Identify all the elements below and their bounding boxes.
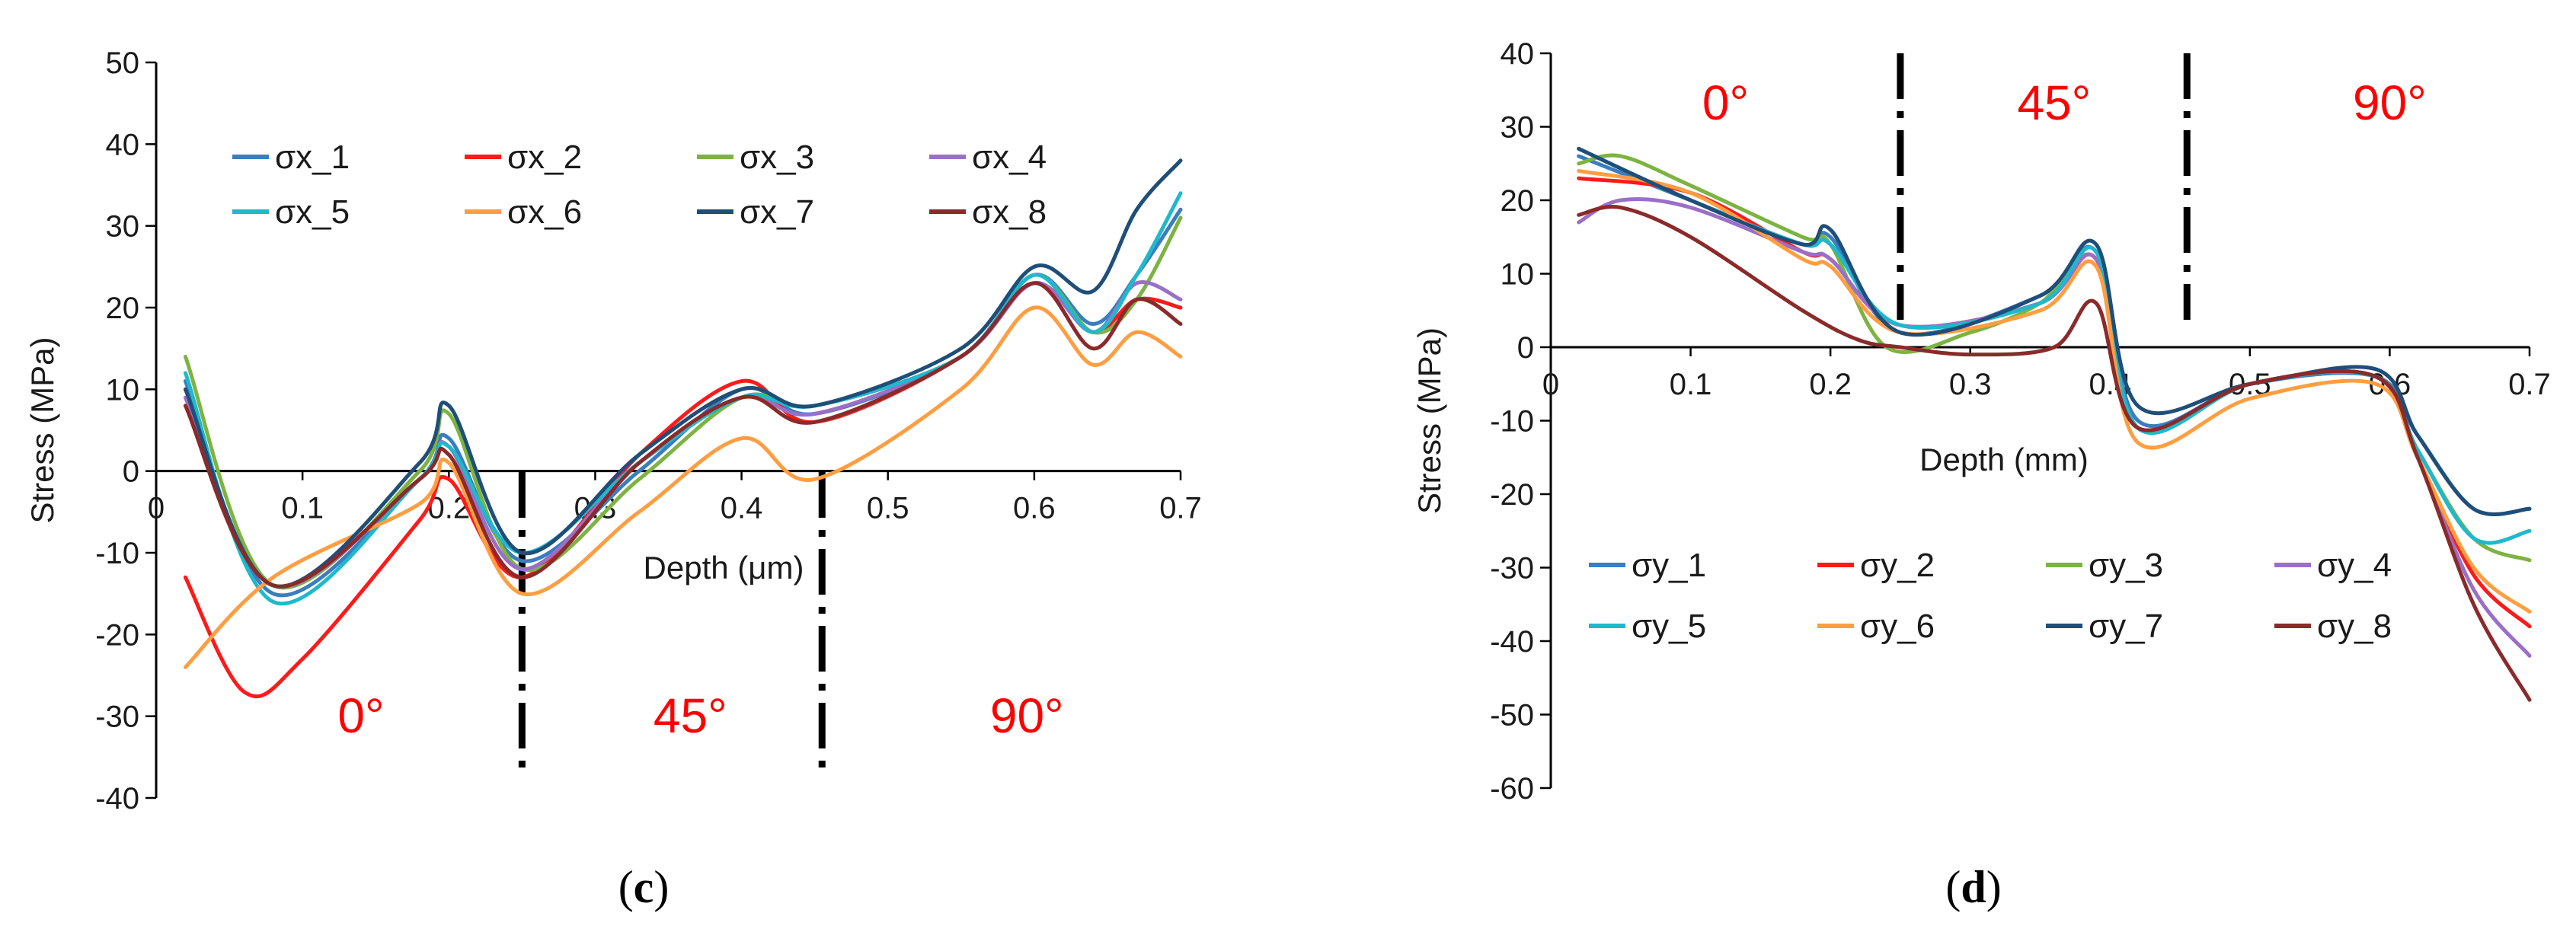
y-axis-title: Stress (MPa) [1411,327,1447,514]
legend-label: σx_2 [507,139,582,176]
y-tick-label: -60 [1490,772,1534,806]
y-tick-label: -20 [95,618,139,652]
legend-label: σx_8 [972,193,1047,231]
panel-letter: c [634,862,654,912]
legend-label: σy_8 [2317,608,2392,645]
legend-label: σx_3 [740,139,814,176]
y-tick-label: -20 [1490,478,1534,512]
y-tick-label: 20 [106,292,140,325]
legend-label: σx_6 [507,193,582,231]
series-line-σx_6 [183,305,1183,669]
region-label: 90° [990,688,1064,743]
panel-label: (d) [1945,862,2001,912]
y-tick-label: -30 [95,700,139,734]
x-tick-label: 0.1 [1670,368,1712,401]
legend-label: σx_7 [740,193,814,231]
y-tick-label: 40 [106,128,140,161]
y-tick-label: -40 [1490,625,1534,659]
y-tick-label: 30 [106,210,140,244]
x-tick-label: 0.2 [1809,368,1852,401]
series-line-σx_5 [183,191,1183,606]
region-label: 45° [654,688,727,743]
legend-label: σy_3 [2089,547,2163,584]
y-tick-label: 0 [123,455,139,489]
y-tick-label: -30 [1490,552,1534,586]
legend-label: σy_4 [2317,547,2392,584]
legend-label: σx_5 [275,193,350,231]
y-tick-label: 20 [1501,184,1535,218]
x-tick-label: 0.7 [2508,368,2551,401]
series-line-σx_2 [183,281,1183,698]
region-label: 0° [337,688,384,743]
x-tick-label: 0 [1542,368,1559,401]
legend-label: σy_7 [2089,608,2163,645]
region-label: 0° [1702,75,1749,130]
y-tick-label: -40 [95,782,139,815]
legend-label: σy_2 [1860,547,1935,584]
series-line-σy_8 [1577,205,2532,702]
y-tick-label: -50 [1490,699,1534,732]
y-tick-label: -10 [95,537,139,570]
series-line-σx_7 [183,158,1183,589]
y-tick-label: 30 [1501,111,1535,145]
series-line-σy_6 [1577,168,2532,614]
legend-label: σy_1 [1632,547,1706,584]
legend-label: σx_1 [275,139,350,176]
y-axis-title: Stress (MPa) [24,337,60,523]
series-line-σy_7 [1577,146,2532,516]
x-tick-label: 0.7 [1159,492,1202,525]
legend-label: σx_4 [972,139,1047,176]
legend-label: σy_6 [1860,608,1935,645]
x-tick-label: 0 [148,492,165,525]
x-tick-label: 0.5 [867,492,909,525]
x-tick-label: 0.4 [721,492,763,525]
x-tick-label: 0.1 [281,492,324,525]
x-axis-title: Depth (μm) [644,550,804,586]
y-tick-label: 10 [106,373,140,407]
y-tick-label: 0 [1517,331,1534,365]
region-label: 45° [2017,75,2091,130]
series-line-σy_4 [1577,197,2532,658]
legend-label: σy_5 [1632,608,1706,645]
panel-label: (c) [618,862,670,912]
region-label: 90° [2353,75,2427,130]
y-tick-label: 50 [106,46,140,80]
y-tick-label: 40 [1501,37,1535,71]
series-line-σy_3 [1577,153,2532,563]
panel-letter: d [1961,862,1986,912]
x-tick-label: 0.3 [1949,368,1992,401]
series-line-σx_8 [183,281,1183,589]
y-tick-label: 10 [1501,258,1535,292]
series-line-σx_3 [183,215,1183,590]
x-tick-label: 0.6 [1013,492,1056,525]
x-axis-title: Depth (mm) [1919,442,2089,477]
y-tick-label: -10 [1490,405,1534,439]
